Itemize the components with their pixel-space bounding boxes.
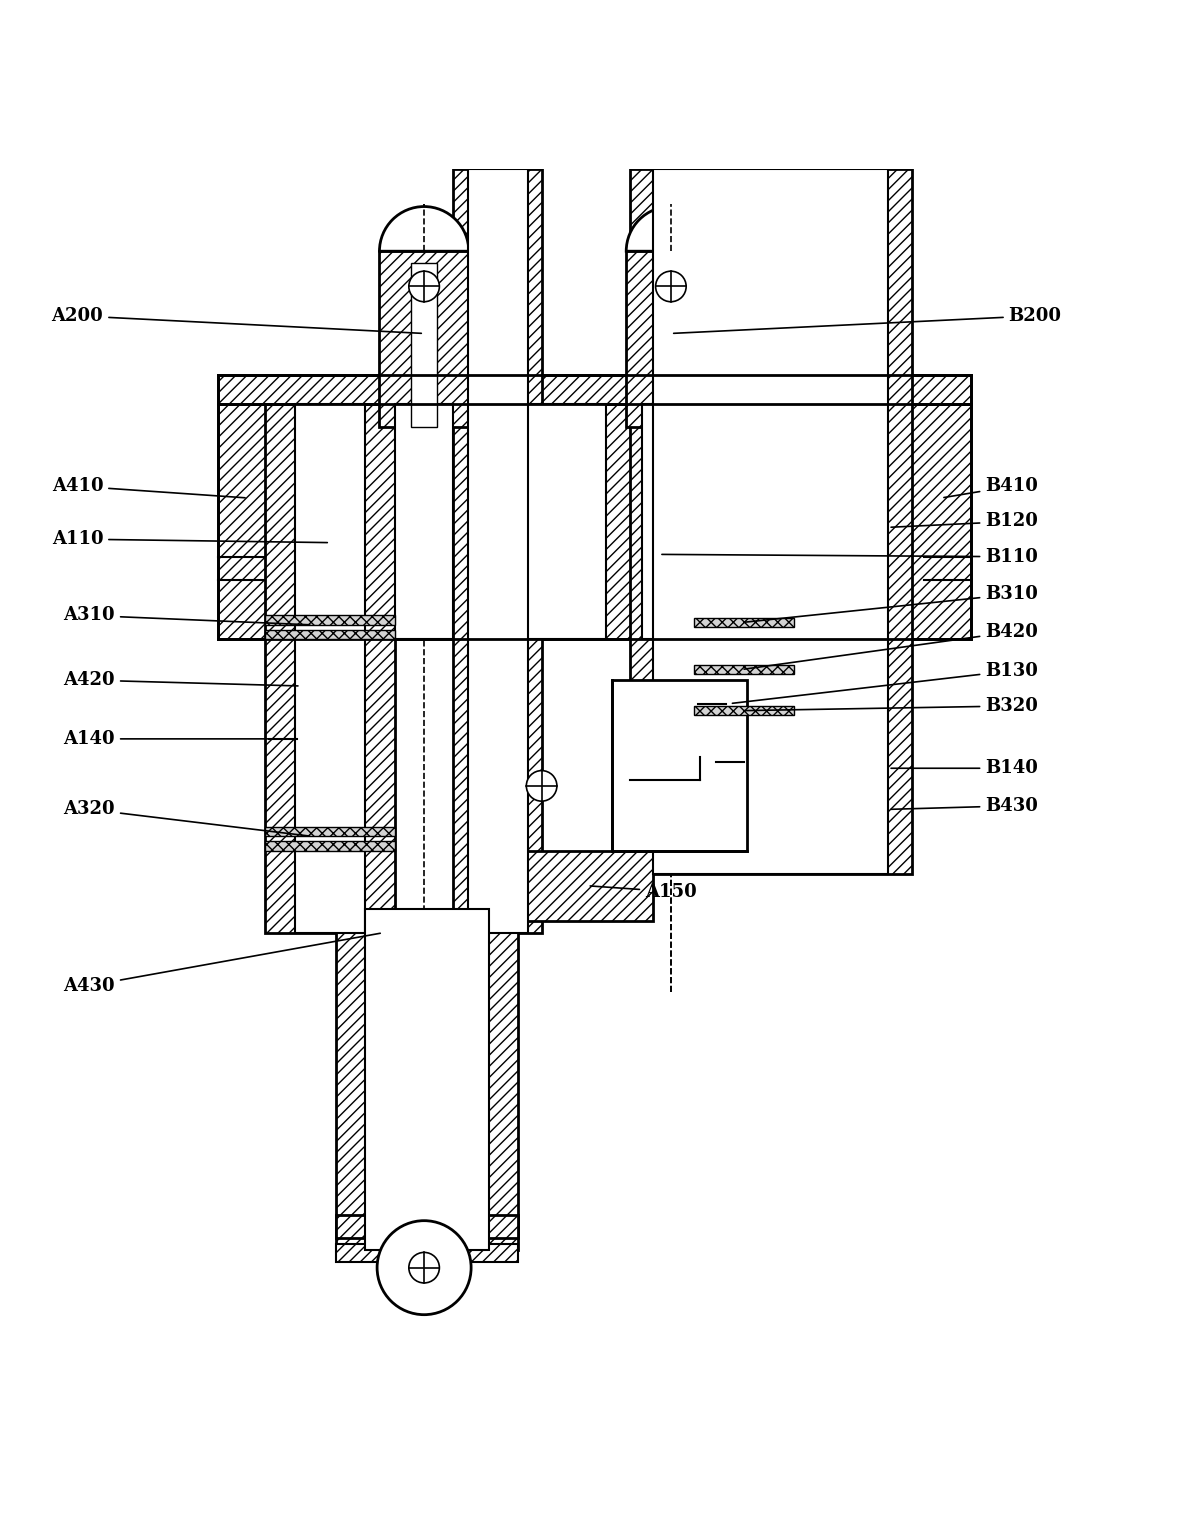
Bar [265, 828, 395, 837]
Bar [336, 909, 518, 1250]
Circle shape [377, 1221, 471, 1315]
Text: B430: B430 [891, 797, 1038, 816]
Wedge shape [379, 207, 468, 251]
Bar [265, 404, 395, 934]
Bar [395, 404, 453, 638]
Bar [630, 169, 912, 875]
Circle shape [409, 1253, 440, 1283]
Bar [336, 1215, 518, 1238]
Text: A310: A310 [63, 607, 309, 625]
Bar [219, 404, 970, 638]
Text: B130: B130 [732, 661, 1038, 704]
Circle shape [409, 271, 440, 301]
Bar [453, 169, 542, 934]
Text: B410: B410 [944, 477, 1038, 498]
Bar [653, 169, 888, 875]
Circle shape [527, 770, 556, 802]
Text: A150: A150 [590, 882, 697, 900]
Bar [295, 404, 365, 934]
Text: B320: B320 [744, 697, 1038, 716]
Text: A200: A200 [51, 307, 421, 333]
Bar [694, 617, 794, 628]
Text: B420: B420 [744, 623, 1038, 669]
Text: B140: B140 [891, 760, 1038, 778]
Text: A140: A140 [63, 729, 281, 747]
Bar [467, 169, 528, 934]
Text: A430: A430 [63, 934, 380, 994]
Bar [612, 681, 747, 850]
Bar [489, 850, 653, 921]
Bar [265, 841, 395, 850]
Text: B310: B310 [744, 586, 1038, 622]
Bar [642, 404, 700, 638]
Text: A110: A110 [51, 530, 327, 548]
Text: A410: A410 [51, 477, 245, 498]
Bar [627, 251, 716, 428]
Bar [411, 263, 438, 428]
Wedge shape [627, 207, 716, 251]
Bar [489, 404, 606, 638]
Bar [694, 664, 794, 675]
Text: B110: B110 [662, 548, 1038, 566]
Text: A420: A420 [63, 672, 298, 688]
Bar [365, 909, 489, 1250]
Bar [265, 629, 395, 638]
Bar [265, 616, 395, 625]
Text: B200: B200 [674, 307, 1062, 333]
Bar [336, 1244, 518, 1262]
Circle shape [655, 271, 686, 301]
Text: B120: B120 [891, 513, 1038, 531]
Bar [379, 251, 468, 428]
Text: A320: A320 [63, 800, 309, 837]
Bar [219, 375, 970, 404]
Bar [694, 707, 794, 716]
